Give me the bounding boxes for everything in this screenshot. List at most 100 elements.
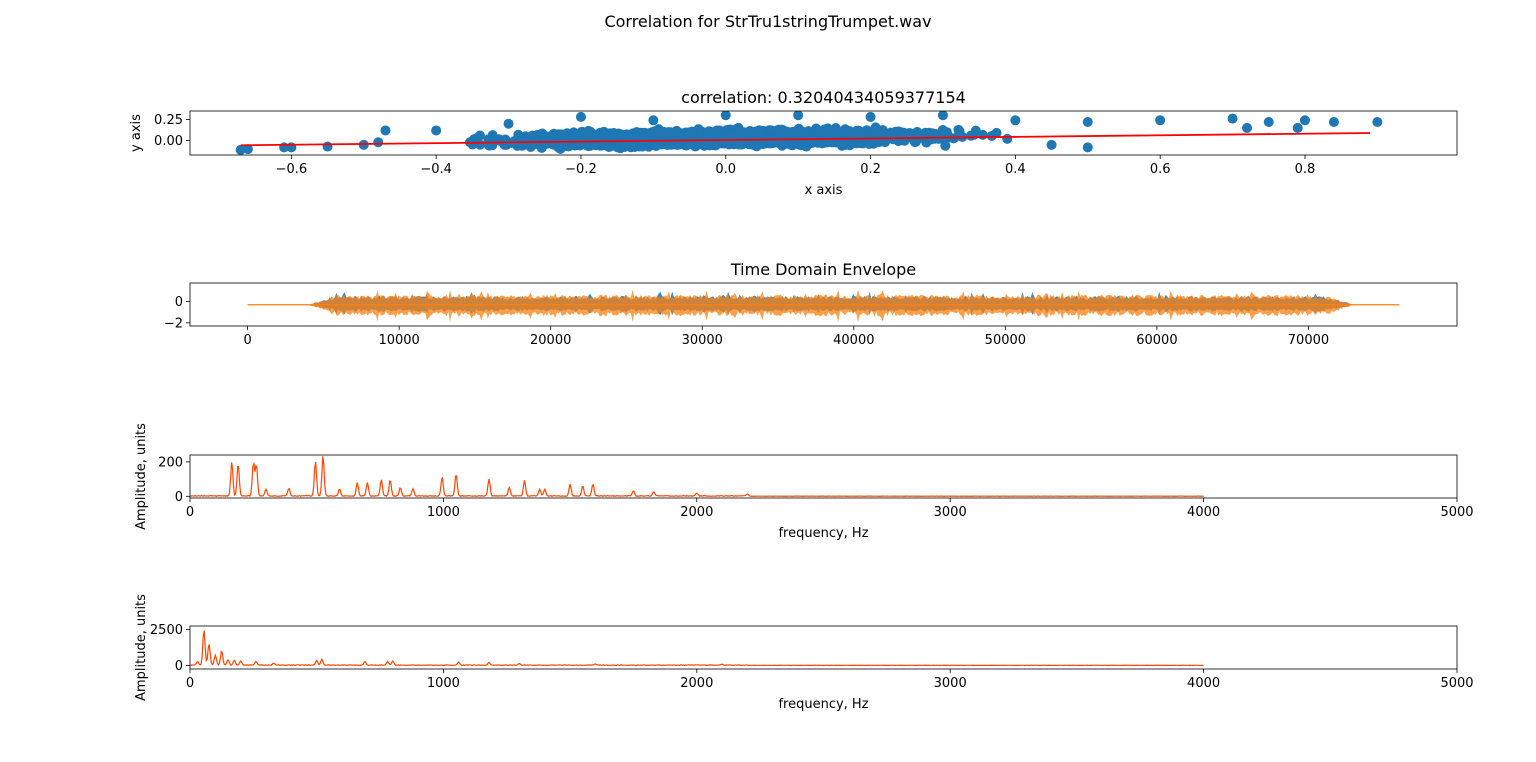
scatter-point <box>467 139 478 150</box>
y-tick-label: 0 <box>175 295 183 310</box>
scatter-point <box>766 125 777 136</box>
y-axis-label: Amplitude, units <box>134 423 149 530</box>
scatter-point <box>720 111 731 121</box>
y-axis-label: Amplitude, units <box>134 594 149 701</box>
x-tick-label: 0.4 <box>1005 162 1026 177</box>
y-tick-label: −2 <box>164 316 183 331</box>
plot-area <box>190 630 1204 667</box>
scatter-point <box>1046 139 1057 150</box>
axes-frame <box>189 282 1458 327</box>
scatter-point <box>1328 117 1339 127</box>
x-tick-label: 3000 <box>934 505 967 520</box>
scatter-point <box>619 140 630 151</box>
scatter-point <box>933 133 944 144</box>
y-tick-label: 0 <box>175 490 183 505</box>
x-tick-label: 10000 <box>378 333 419 348</box>
scatter-point <box>1299 115 1310 126</box>
scatter-point <box>503 118 514 129</box>
plot-area <box>190 456 1204 497</box>
x-tick-label: −0.4 <box>420 162 452 177</box>
axes-frame <box>189 625 1458 670</box>
scatter-point <box>1372 117 1383 127</box>
plot-area <box>247 289 1400 323</box>
spectrum-line <box>190 630 1204 667</box>
scatter-point <box>840 139 851 150</box>
scatter-point <box>529 139 540 150</box>
scatter-point <box>851 131 862 142</box>
scatter-point <box>672 129 683 140</box>
plot-area <box>235 111 1383 155</box>
x-tick-label: 0 <box>186 505 194 520</box>
scatter-point <box>970 125 981 136</box>
scatter-point <box>821 128 832 139</box>
scatter-point <box>565 137 576 148</box>
x-tick-label: 70000 <box>1288 333 1329 348</box>
x-tick-label: 0.6 <box>1150 162 1171 177</box>
x-tick-label: 0.2 <box>860 162 881 177</box>
scatter-point <box>937 111 948 121</box>
scatter-point <box>865 111 876 122</box>
chart-spectrum-1: 0 1000 2000 3000 4000 5000 0 200 frequency, Hz Am… <box>134 423 1474 541</box>
scatter-point <box>991 127 1002 138</box>
y-tick-label: 0 <box>175 659 183 674</box>
chart-spectrum-2: 0 1000 2000 3000 4000 5000 0 2500 frequency, Hz A… <box>134 594 1474 712</box>
figure-suptitle: Correlation for StrTru1stringTrumpet.wav <box>604 12 932 31</box>
x-tick-label: 30000 <box>682 333 723 348</box>
x-tick-label: 3000 <box>934 676 967 691</box>
scatter-point <box>513 133 524 144</box>
y-tick-label: 200 <box>158 455 183 470</box>
scatter-point <box>235 144 246 155</box>
x-tick-label: −0.6 <box>276 162 308 177</box>
x-axis-label: frequency, Hz <box>778 526 868 541</box>
scatter-point <box>497 136 508 147</box>
scatter-point <box>838 132 849 143</box>
x-tick-label: 50000 <box>985 333 1026 348</box>
chart-time-domain-envelope: 0 10000 20000 30000 40000 50000 60000 70000 −2 0 T… <box>164 260 1458 348</box>
scatter-point <box>431 125 442 136</box>
scatter-point <box>1155 115 1166 126</box>
axes-frame <box>189 454 1458 499</box>
y-tick-label: 2500 <box>150 623 183 638</box>
axes-title: correlation: 0.32040434059377154 <box>681 88 966 107</box>
scatter-point <box>1002 133 1013 144</box>
x-tick-label: 1000 <box>427 676 460 691</box>
scatter-point <box>553 129 564 140</box>
axes-frame <box>189 110 1458 156</box>
scatter-point <box>648 115 659 126</box>
x-tick-label: 0 <box>186 676 194 691</box>
scatter-point <box>575 111 586 122</box>
scatter-point <box>1082 142 1093 153</box>
x-tick-label: 20000 <box>530 333 571 348</box>
scatter-point <box>794 136 805 147</box>
scatter-point <box>1227 113 1238 124</box>
x-axis-label: frequency, Hz <box>778 697 868 712</box>
x-tick-label: 2000 <box>680 505 713 520</box>
x-tick-label: 0 <box>243 333 251 348</box>
scatter-point <box>773 132 784 143</box>
scatter-point <box>793 111 804 121</box>
scatter-point <box>633 131 644 142</box>
y-tick-label: 0.25 <box>154 113 183 128</box>
scatter-point <box>358 139 369 150</box>
scatter-point <box>727 133 738 144</box>
x-tick-label: 0.8 <box>1295 162 1316 177</box>
axes-title: Time Domain Envelope <box>730 260 916 279</box>
x-tick-label: 5000 <box>1440 505 1473 520</box>
scatter-point <box>745 128 756 139</box>
scatter-point <box>322 141 333 152</box>
scatter-point <box>541 138 552 149</box>
x-axis-label: x axis <box>805 183 843 198</box>
scatter-point <box>1242 122 1253 133</box>
scatter-point <box>242 144 253 155</box>
y-tick-label: 0.00 <box>154 134 183 149</box>
scatter-point <box>1082 117 1093 127</box>
x-tick-label: 40000 <box>833 333 874 348</box>
x-tick-label: 60000 <box>1136 333 1177 348</box>
scatter-point <box>1263 117 1274 127</box>
regression-line <box>240 132 1371 147</box>
scatter-point <box>905 131 916 142</box>
spectrum-line <box>190 456 1204 497</box>
scatter-point <box>607 132 618 143</box>
chart-correlation-scatter: −0.6 −0.4 −0.2 0.0 0.2 0.4 0.6 0.8 0.00 0.25 corre… <box>129 88 1458 198</box>
